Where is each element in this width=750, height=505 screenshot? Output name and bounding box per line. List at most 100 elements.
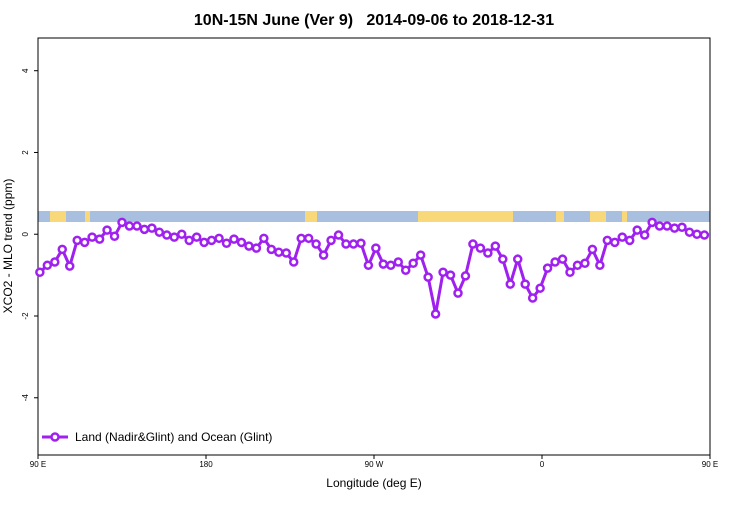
data-point bbox=[520, 279, 530, 289]
data-point bbox=[386, 260, 396, 271]
data-point bbox=[296, 233, 306, 244]
data-point bbox=[535, 283, 545, 293]
y-tick-label: 4 bbox=[21, 68, 30, 73]
data-point bbox=[72, 235, 82, 246]
data-point bbox=[154, 227, 165, 237]
data-point bbox=[348, 239, 359, 249]
data-point bbox=[684, 227, 695, 237]
data-point bbox=[647, 217, 657, 228]
data-point bbox=[236, 237, 247, 248]
data-point bbox=[565, 267, 575, 278]
data-point bbox=[445, 270, 456, 280]
data-point bbox=[206, 235, 217, 246]
data-point bbox=[94, 234, 105, 244]
data-point bbox=[617, 232, 628, 242]
data-point bbox=[505, 279, 516, 289]
data-point bbox=[453, 288, 463, 298]
data-point bbox=[35, 267, 45, 278]
data-point bbox=[318, 250, 329, 260]
x-tick-label: 180 bbox=[199, 460, 213, 469]
data-point bbox=[460, 271, 471, 281]
land-patch bbox=[305, 211, 317, 222]
data-point bbox=[274, 247, 284, 257]
data-point bbox=[184, 235, 194, 246]
x-axis-label: Longitude (deg E) bbox=[326, 476, 421, 490]
data-point bbox=[87, 232, 97, 242]
x-tick-label: 90 E bbox=[30, 460, 46, 469]
data-point bbox=[139, 224, 150, 235]
x-tick-label: 0 bbox=[540, 460, 545, 469]
data-point bbox=[371, 243, 381, 253]
data-point bbox=[42, 260, 53, 271]
data-point bbox=[654, 221, 665, 231]
data-point bbox=[542, 263, 553, 273]
data-point bbox=[169, 232, 180, 242]
data-point bbox=[669, 223, 680, 233]
land-patch bbox=[85, 211, 90, 222]
data-point bbox=[550, 257, 560, 267]
ocean-band bbox=[38, 211, 710, 222]
data-point bbox=[50, 257, 60, 267]
legend-marker bbox=[50, 432, 60, 442]
data-point bbox=[176, 229, 187, 239]
data-point bbox=[408, 258, 418, 269]
data-point bbox=[199, 237, 209, 248]
data-point bbox=[692, 229, 702, 239]
data-point bbox=[79, 237, 90, 248]
data-point bbox=[356, 238, 366, 248]
data-point bbox=[580, 258, 590, 269]
data-point bbox=[288, 257, 299, 267]
data-point bbox=[326, 235, 336, 246]
data-point bbox=[699, 230, 710, 240]
y-axis-label: XCO2 - MLO trend (ppm) bbox=[1, 179, 15, 314]
x-tick-label: 90 W bbox=[365, 460, 384, 469]
data-point bbox=[266, 244, 277, 255]
data-point bbox=[423, 272, 433, 282]
data-point bbox=[639, 230, 650, 240]
data-point bbox=[475, 243, 486, 253]
data-point bbox=[191, 232, 202, 242]
data-point bbox=[162, 230, 172, 240]
data-point bbox=[512, 254, 523, 264]
land-patch bbox=[590, 211, 606, 222]
legend-label: Land (Nadir&Glint) and Ocean (Glint) bbox=[75, 430, 272, 444]
y-tick-label: -2 bbox=[21, 312, 30, 320]
data-point bbox=[259, 233, 269, 244]
data-point bbox=[610, 237, 620, 248]
data-point bbox=[341, 239, 351, 249]
data-point bbox=[490, 241, 501, 251]
data-point bbox=[430, 309, 441, 319]
data-point bbox=[109, 231, 120, 242]
data-point bbox=[333, 230, 344, 240]
data-point bbox=[64, 261, 75, 271]
y-tick-label: 0 bbox=[21, 231, 30, 236]
data-point bbox=[251, 243, 262, 253]
chart-title: 10N-15N June (Ver 9) 2014-09-06 to 2018-… bbox=[194, 12, 554, 29]
land-ocean-strip bbox=[38, 211, 710, 222]
land-patch bbox=[556, 211, 564, 222]
data-point bbox=[498, 254, 508, 264]
land-patch bbox=[622, 211, 627, 222]
land-patch bbox=[50, 211, 66, 222]
data-point bbox=[244, 241, 254, 251]
land-patch bbox=[418, 211, 513, 222]
data-point bbox=[572, 260, 583, 271]
data-point bbox=[57, 244, 68, 255]
y-tick-label: -4 bbox=[21, 394, 30, 402]
data-point bbox=[624, 235, 635, 246]
data-point bbox=[677, 222, 687, 233]
data-point bbox=[117, 217, 127, 228]
data-point bbox=[468, 239, 478, 249]
data-point bbox=[557, 254, 568, 264]
data-point bbox=[124, 221, 135, 231]
data-point bbox=[102, 225, 112, 235]
data-point bbox=[483, 248, 493, 258]
data-point bbox=[147, 223, 157, 233]
data-point bbox=[415, 250, 426, 260]
data-point bbox=[400, 265, 411, 275]
data-point bbox=[393, 257, 404, 267]
data-point bbox=[595, 260, 605, 271]
data-point bbox=[132, 221, 142, 231]
data-point bbox=[221, 238, 232, 248]
